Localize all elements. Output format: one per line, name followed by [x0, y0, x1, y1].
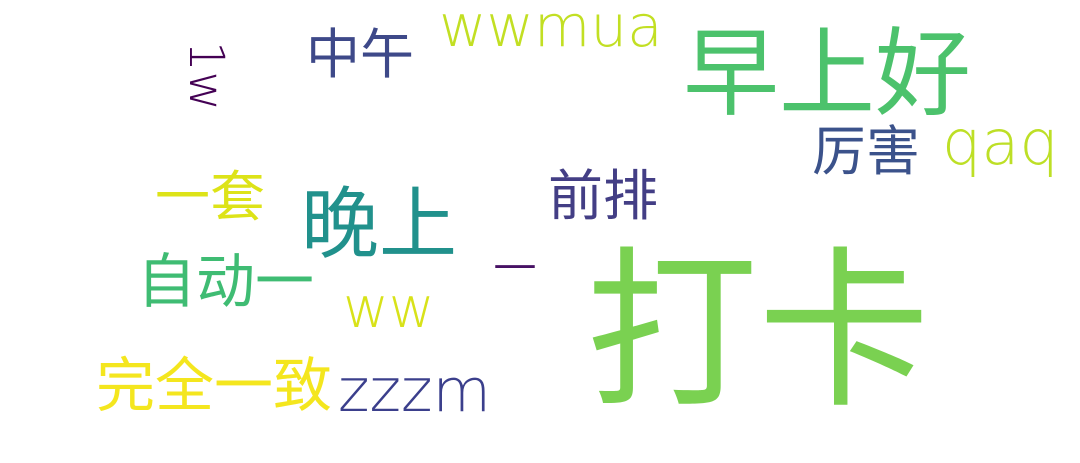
word-1w: 1w — [178, 41, 234, 111]
word-wwmua: wwmua — [439, 0, 663, 60]
word-zzzm: zzzm — [338, 356, 491, 426]
word-daka: 打卡 — [586, 231, 930, 432]
word-yitao: 一套 — [155, 165, 266, 229]
word-lihai: 厉害 — [812, 120, 920, 183]
word-wanquanyizhi: 完全一致 — [96, 351, 333, 420]
word-underscore: _ — [496, 179, 534, 268]
word-ww: ww — [343, 276, 435, 341]
word-qianpai: 前排 — [548, 164, 659, 228]
word-wanshang: 晚上 — [301, 180, 458, 270]
word-qaq: qaq — [942, 106, 1059, 179]
word-zidongyi: 自动一 — [137, 247, 315, 316]
word-zhongwu: 中午 — [306, 23, 414, 86]
word-zaoshanghao: 早上好 — [683, 18, 971, 130]
